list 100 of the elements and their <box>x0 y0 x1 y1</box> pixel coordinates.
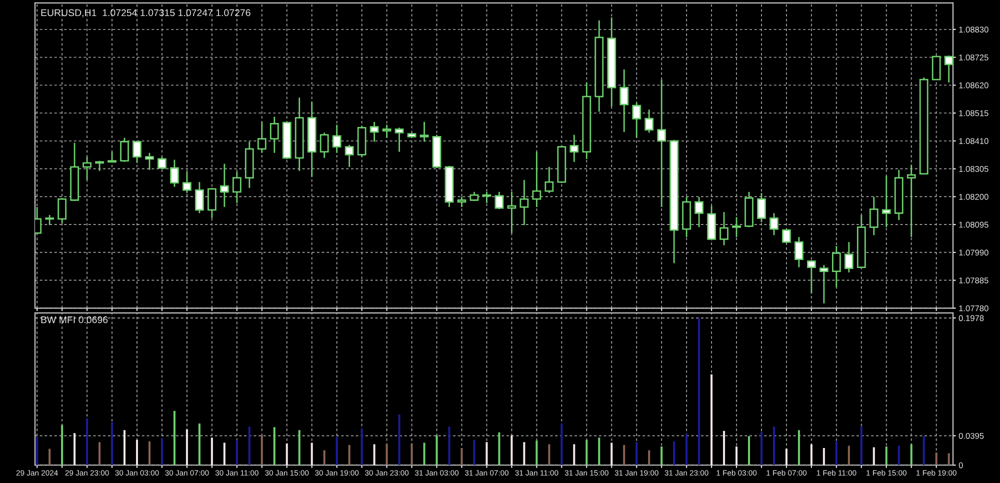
candlestick <box>819 264 828 304</box>
candlestick <box>320 132 329 159</box>
candlestick <box>45 214 54 226</box>
bar <box>373 444 376 466</box>
candlestick <box>832 245 841 288</box>
candlestick <box>394 126 404 153</box>
bar <box>785 448 788 466</box>
candlestick <box>732 216 741 238</box>
y-tick-label: 1.08095 <box>959 222 988 228</box>
candlestick <box>932 54 941 80</box>
bar <box>160 438 163 466</box>
y-tick-label: 0 <box>958 462 963 468</box>
text: EURUSD,H1 1.07254 1.07315 1.07247 1.07276 <box>41 9 250 18</box>
candlestick <box>632 102 642 138</box>
candlestick <box>58 197 67 224</box>
candlestick <box>807 259 816 294</box>
candlestick <box>644 108 654 134</box>
bar <box>111 422 114 466</box>
bar <box>822 448 825 466</box>
candlestick <box>270 116 279 154</box>
bar <box>398 414 400 466</box>
bar <box>448 426 450 466</box>
bar <box>810 444 812 466</box>
y-tick-label: 1.08515 <box>959 110 988 116</box>
candlestick <box>544 166 554 194</box>
bar <box>723 430 726 466</box>
y-tick-label: 1.07990 <box>959 250 988 256</box>
bar <box>74 433 76 466</box>
candlestick <box>420 121 429 142</box>
candlestick <box>906 164 916 238</box>
candlestick <box>344 144 354 168</box>
bar <box>223 442 226 466</box>
bar <box>348 445 350 466</box>
bar <box>236 440 238 466</box>
bar <box>748 436 750 466</box>
y-tick-label: 1.08410 <box>959 138 988 144</box>
bar <box>198 423 200 466</box>
bar <box>648 450 650 466</box>
candlestick <box>570 134 579 163</box>
candlestick <box>170 159 179 188</box>
candlestick <box>220 163 229 208</box>
bar <box>98 442 101 466</box>
candlestick <box>382 124 392 138</box>
bar <box>186 429 188 466</box>
y-tick-label: 1.07780 <box>959 305 988 312</box>
bar <box>686 434 688 466</box>
candlestick <box>195 181 204 214</box>
y-tick-label: 1.08725 <box>959 54 988 60</box>
y-tick-label: 0.1978 <box>958 315 984 322</box>
bar <box>848 446 850 466</box>
candlestick <box>470 191 479 202</box>
y-tick-label: 1.08620 <box>959 82 988 88</box>
bar <box>423 442 426 466</box>
bar <box>436 435 438 466</box>
y-tick-label: 1.08830 <box>959 26 988 33</box>
candlestick <box>770 212 778 236</box>
candlestick <box>82 156 92 181</box>
candlestick <box>720 211 728 246</box>
y-tick-label: 1.08200 <box>959 194 988 200</box>
bar <box>510 435 513 466</box>
candlestick <box>694 196 704 228</box>
bar <box>710 374 713 466</box>
candlestick <box>794 236 804 268</box>
bar <box>173 410 176 466</box>
bar <box>486 442 488 466</box>
candlestick <box>182 171 192 194</box>
bar <box>835 441 838 466</box>
bar <box>698 318 700 466</box>
bar <box>410 444 413 466</box>
bar <box>498 432 500 466</box>
bar <box>148 441 150 466</box>
candlestick <box>782 228 791 244</box>
bar <box>772 426 775 466</box>
candlestick <box>332 124 342 154</box>
candlestick <box>207 187 216 219</box>
y-tick-label: 1.08305 <box>959 166 988 172</box>
bar <box>736 446 738 466</box>
candlestick <box>844 241 854 274</box>
candlestick <box>507 191 516 234</box>
candlestick <box>482 191 492 204</box>
candlestick <box>158 156 166 170</box>
candlestick <box>620 68 629 133</box>
bar <box>473 440 476 466</box>
bar <box>386 444 388 466</box>
candlestick <box>757 192 766 223</box>
candlestick <box>257 121 266 154</box>
candlestick <box>145 152 154 171</box>
bar <box>760 432 762 466</box>
candlestick <box>457 196 466 208</box>
candlestick <box>232 171 242 204</box>
chart-title: BW MFI 0.0696 <box>41 316 108 324</box>
bar <box>536 440 538 466</box>
bar <box>86 418 88 466</box>
bar <box>798 430 800 466</box>
candlestick <box>869 196 878 236</box>
candlestick <box>882 175 891 228</box>
bar <box>48 448 51 466</box>
bar <box>36 436 38 466</box>
candlestick <box>120 137 129 163</box>
bar <box>660 446 663 466</box>
